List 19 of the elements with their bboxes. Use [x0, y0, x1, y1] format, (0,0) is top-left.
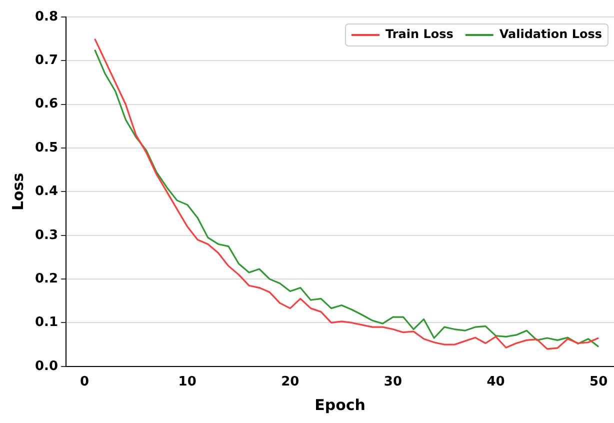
x-tick-label: 40: [486, 374, 505, 390]
y-tick-label: 0.8: [35, 9, 58, 24]
legend-label: Train Loss: [385, 27, 454, 42]
y-tick-label: 0.3: [35, 228, 58, 243]
y-axis-title: Loss: [8, 172, 27, 211]
y-tick-label: 0.7: [35, 53, 58, 68]
y-tick-label: 0.0: [35, 358, 58, 374]
legend-label: Validation Loss: [499, 27, 602, 42]
x-tick-label: 20: [281, 374, 300, 390]
x-axis-title: Epoch: [314, 396, 366, 414]
x-tick-label: 0: [80, 374, 90, 390]
x-tick-label: 30: [384, 374, 402, 390]
y-tick-label: 0.5: [35, 140, 58, 156]
x-tick-label: 50: [590, 374, 608, 390]
x-tick-label: 10: [178, 374, 196, 390]
y-tick-label: 0.4: [35, 184, 58, 200]
y-tick-label: 0.6: [35, 96, 58, 112]
y-tick-label: 0.2: [35, 271, 58, 286]
y-tick-label: 0.1: [35, 315, 58, 330]
